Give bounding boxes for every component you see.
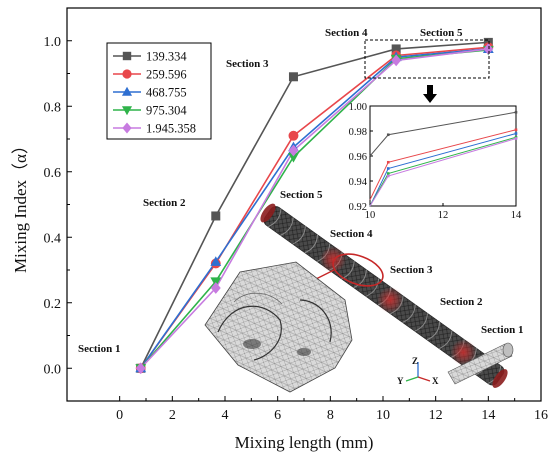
- series-markers: [135, 37, 494, 375]
- diagram-label-section-1: Section 1: [481, 324, 523, 336]
- zoom-arrow: [423, 85, 437, 103]
- y-tick-label: 0.8: [44, 100, 62, 115]
- legend-label: 975.304: [146, 104, 187, 118]
- screw-ridge: [402, 304, 416, 323]
- svg-text:Y: Y: [397, 376, 404, 386]
- inset-y-tick-label: 0.92: [349, 202, 367, 213]
- y-axis-ticks: 0.0 0.2 0.4 0.6 0.8 1.0: [44, 35, 72, 377]
- curve-label-section-4: Section 4: [325, 27, 368, 39]
- screw-ridge: [292, 226, 306, 245]
- y-tick-label: 0.4: [44, 231, 62, 246]
- diagram-label-section-5: Section 5: [280, 189, 323, 201]
- x-tick-label: 12: [429, 408, 443, 423]
- curve-label-section-1: Section 1: [78, 343, 120, 355]
- legend-marker: [122, 122, 132, 134]
- inset-data-point: [514, 110, 518, 114]
- screw-shaft: [260, 203, 508, 388]
- legend-label: 139.334: [146, 50, 187, 64]
- inset-frame: [369, 105, 517, 207]
- svg-text:Z: Z: [412, 356, 418, 366]
- x-tick-label: 6: [274, 408, 281, 423]
- inset-series-lines: [369, 110, 518, 207]
- x-tick-label: 0: [116, 408, 123, 423]
- inset-data-point: [386, 160, 390, 164]
- x-tick-label: 16: [534, 408, 548, 423]
- data-point: [210, 256, 222, 266]
- inset-data-point: [514, 137, 518, 140]
- screw-ridge: [414, 313, 428, 332]
- curve-label-section-2: Section 2: [143, 197, 186, 209]
- outlet-tube: [447, 342, 514, 385]
- screw-ridge: [304, 234, 319, 254]
- data-point: [391, 44, 401, 54]
- legend-marker: [121, 106, 133, 116]
- screw-ridge: [365, 278, 380, 297]
- screw-ridge: [353, 269, 367, 289]
- inset-y-tick-label: 0.96: [349, 152, 367, 163]
- y-tick-label: 0.2: [44, 297, 62, 312]
- data-point: [288, 152, 299, 163]
- legend-marker: [122, 69, 132, 79]
- x-tick-label: 4: [222, 408, 229, 423]
- x-tick-label: 2: [169, 408, 176, 423]
- legend-label: 468.755: [146, 86, 187, 100]
- x-axis-ticks: 0 2 4 6 8 10 12 14 16: [116, 396, 548, 423]
- curve-label-section-3: Section 3: [226, 58, 269, 70]
- x-tick-label: 8: [327, 408, 334, 423]
- curve-label-section-5: Section 5: [420, 27, 463, 39]
- inset-data-point: [514, 128, 518, 132]
- x-axis-label: Mixing length (mm): [235, 433, 374, 452]
- data-point: [210, 282, 221, 294]
- inset-data-point: [386, 133, 390, 137]
- diagram-label-section-4: Section 4: [330, 228, 373, 240]
- data-point: [288, 144, 299, 157]
- screw-ridge: [426, 321, 441, 341]
- inset-x-tick-label: 10: [365, 210, 376, 221]
- inset-y-tick-label: 1.00: [349, 102, 367, 113]
- data-point: [288, 130, 299, 141]
- inset-x-tick-label: 14: [511, 210, 522, 221]
- y-tick-label: 1.0: [44, 35, 62, 50]
- inset-chart: 10 12 14 0.92 0.94 0.96 0.98 1.00: [349, 102, 522, 221]
- mesh-cross-section: [204, 261, 353, 393]
- x-tick-label: 14: [481, 408, 495, 423]
- legend-label: 1.945.358: [146, 122, 196, 136]
- inset-data-point: [386, 167, 390, 170]
- inset-x-tick-label: 12: [438, 210, 449, 221]
- inset-y-tick-label: 0.98: [349, 127, 367, 138]
- y-tick-label: 0.0: [44, 362, 62, 377]
- legend: 139.334 259.596 468.755 975.304 1.945.358: [106, 42, 212, 140]
- data-point: [135, 362, 146, 375]
- diagram-label-section-3: Section 3: [390, 264, 433, 276]
- zoom-marker: [332, 253, 384, 287]
- data-point: [211, 211, 221, 221]
- data-point: [391, 54, 402, 67]
- screw-ridge: [280, 217, 294, 236]
- coordinate-triad: Z X Y: [397, 356, 439, 386]
- y-tick-label: 0.6: [44, 166, 62, 181]
- legend-marker: [121, 86, 133, 96]
- y-axis-label: Mixing Index（α）: [11, 137, 30, 273]
- svg-text:X: X: [432, 376, 439, 386]
- legend-marker: [122, 51, 132, 61]
- inset-y-tick-label: 0.94: [349, 177, 368, 188]
- x-tick-label: 10: [376, 408, 390, 423]
- zoom-region-box: [364, 39, 490, 79]
- data-point: [288, 72, 298, 82]
- screw-ridge: [267, 208, 282, 228]
- inset-data-point: [514, 132, 518, 135]
- diagram-label-section-2: Section 2: [440, 296, 483, 308]
- mixer-illustration: Z X Y Section 5 Section 4 Section 3 Sect…: [204, 189, 523, 393]
- data-point: [483, 43, 494, 55]
- legend-label: 259.596: [146, 68, 187, 82]
- inset-data-point: [386, 172, 390, 175]
- inset-data-point: [386, 174, 390, 178]
- screw-ridge: [438, 330, 453, 350]
